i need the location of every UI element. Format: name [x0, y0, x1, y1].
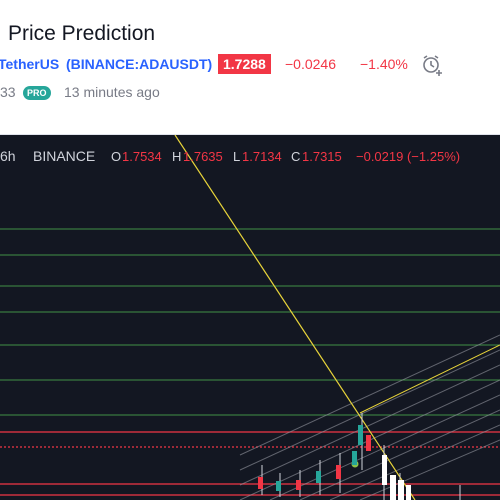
close-value: 1.7315 — [302, 149, 342, 164]
low-value: 1.7134 — [242, 149, 282, 164]
open-value: 1.7534 — [122, 149, 162, 164]
pro-badge: PRO — [23, 86, 51, 100]
high-value: 1.7635 — [183, 149, 223, 164]
bar-change: −0.0219 (−1.25%) — [356, 149, 461, 164]
chart-drawings — [0, 135, 500, 500]
symbol-name[interactable]: TetherUS — [0, 56, 60, 72]
interval[interactable]: 6h — [0, 148, 16, 164]
change-percent: −1.40% — [360, 56, 408, 72]
alert-icon[interactable] — [420, 53, 444, 77]
chart-area[interactable] — [0, 135, 500, 500]
close-label: C — [291, 149, 301, 164]
change: −0.0246 — [285, 56, 336, 72]
open-label: O — [111, 149, 122, 164]
separator — [0, 134, 500, 135]
ticker[interactable]: (BINANCE:ADAUSDT) — [66, 56, 213, 72]
idea-title: Price Prediction — [8, 22, 156, 45]
timestamp: 13 minutes ago — [64, 84, 160, 100]
price-badge: 1.7288 — [218, 54, 271, 74]
low-label: L — [233, 149, 241, 164]
exchange: BINANCE — [33, 148, 96, 164]
high-label: H — [172, 149, 182, 164]
author-suffix[interactable]: 33 — [0, 84, 16, 100]
